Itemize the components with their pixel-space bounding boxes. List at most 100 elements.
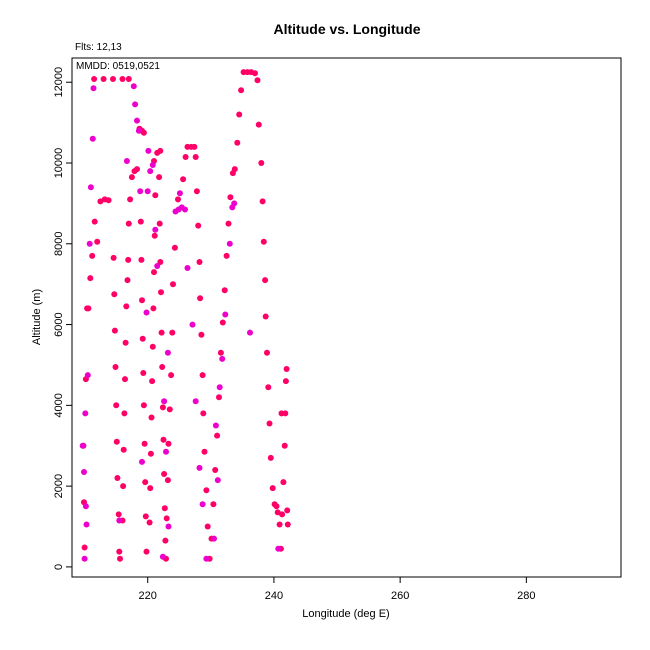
- data-point: [122, 376, 128, 383]
- x-axis: 220 240 260 280: [139, 577, 536, 602]
- data-point: [191, 143, 198, 150]
- data-point: [171, 244, 178, 251]
- data-point: [175, 196, 181, 203]
- data-point: [140, 370, 147, 376]
- data-point: [162, 537, 169, 544]
- data-point: [217, 349, 224, 356]
- data-point: [152, 192, 159, 199]
- data-point: [86, 240, 93, 247]
- data-point: [141, 440, 148, 447]
- data-point: [123, 158, 130, 164]
- data-point: [81, 469, 87, 475]
- y-tick-label: 0: [53, 564, 65, 570]
- data-point: [113, 438, 120, 445]
- data-point: [199, 372, 206, 379]
- data-point: [216, 394, 222, 401]
- data-point: [145, 147, 152, 154]
- data-point: [252, 70, 258, 77]
- data-point: [176, 190, 183, 197]
- data-point: [159, 553, 166, 560]
- data-point: [219, 319, 226, 326]
- data-point: [258, 160, 265, 166]
- data-point: [156, 220, 163, 227]
- data-point: [158, 329, 165, 336]
- data-point: [159, 404, 166, 411]
- y-tick-label: 4000: [53, 393, 65, 417]
- data-point: [192, 398, 199, 405]
- data-point: [182, 154, 189, 160]
- data-point: [192, 154, 199, 160]
- data-point: [221, 287, 228, 294]
- dates-label: MMDD: 0519,0521: [76, 61, 160, 72]
- data-point: [110, 76, 116, 82]
- data-point: [273, 503, 280, 510]
- data-point: [125, 76, 132, 82]
- data-point: [225, 220, 232, 227]
- data-point: [152, 226, 159, 233]
- data-point: [149, 343, 156, 350]
- data-point: [214, 432, 221, 439]
- data-point: [236, 111, 243, 118]
- data-point: [165, 440, 172, 447]
- data-point: [124, 277, 131, 284]
- data-point: [216, 384, 223, 391]
- data-point: [164, 477, 171, 484]
- data-point: [182, 206, 188, 213]
- data-point: [130, 83, 137, 90]
- data-point: [105, 197, 112, 204]
- data-point: [139, 458, 145, 465]
- data-point: [284, 521, 291, 528]
- data-point: [81, 544, 88, 551]
- data-point: [160, 436, 167, 443]
- data-point: [168, 372, 175, 379]
- data-point: [139, 297, 145, 304]
- data-point: [212, 467, 219, 473]
- data-point: [83, 521, 90, 528]
- data-point: [163, 515, 170, 522]
- y-tick-label: 2000: [53, 474, 65, 498]
- data-point: [279, 511, 286, 518]
- data-point: [138, 256, 145, 263]
- data-point: [150, 305, 157, 312]
- data-point: [264, 349, 270, 356]
- data-point: [278, 410, 285, 417]
- y-tick-label: 12000: [53, 67, 65, 98]
- data-point: [262, 313, 269, 320]
- data-point: [134, 166, 140, 173]
- data-point: [211, 535, 217, 542]
- data-point: [127, 196, 134, 203]
- y-tick-label: 10000: [53, 148, 65, 179]
- data-point: [214, 477, 221, 484]
- data-point: [231, 166, 238, 173]
- data-point: [222, 311, 229, 318]
- data-point: [146, 519, 153, 526]
- data-point: [247, 329, 253, 336]
- data-point: [143, 309, 150, 316]
- x-tick-label: 260: [391, 590, 409, 602]
- data-point: [100, 76, 107, 82]
- data-point: [147, 450, 154, 457]
- data-point: [137, 188, 144, 195]
- data-point: [117, 555, 123, 562]
- data-point: [156, 174, 163, 181]
- data-point: [184, 265, 191, 271]
- data-point: [140, 129, 147, 136]
- y-axis-label: Altitude (m): [31, 289, 43, 345]
- data-point: [180, 176, 187, 183]
- data-point: [226, 240, 233, 247]
- data-point: [132, 101, 139, 108]
- data-point: [161, 471, 168, 477]
- data-point: [121, 410, 128, 417]
- data-point: [163, 448, 169, 455]
- x-axis-label: Longitude (deg E): [302, 608, 389, 620]
- flights-label: Flts: 12,13: [75, 42, 122, 53]
- data-point: [90, 85, 97, 92]
- data-point: [122, 339, 129, 346]
- data-point: [142, 479, 149, 486]
- data-point: [82, 503, 89, 510]
- data-point: [262, 277, 269, 284]
- y-tick-label: 8000: [53, 232, 65, 256]
- data-point: [234, 139, 241, 146]
- data-point: [116, 548, 123, 555]
